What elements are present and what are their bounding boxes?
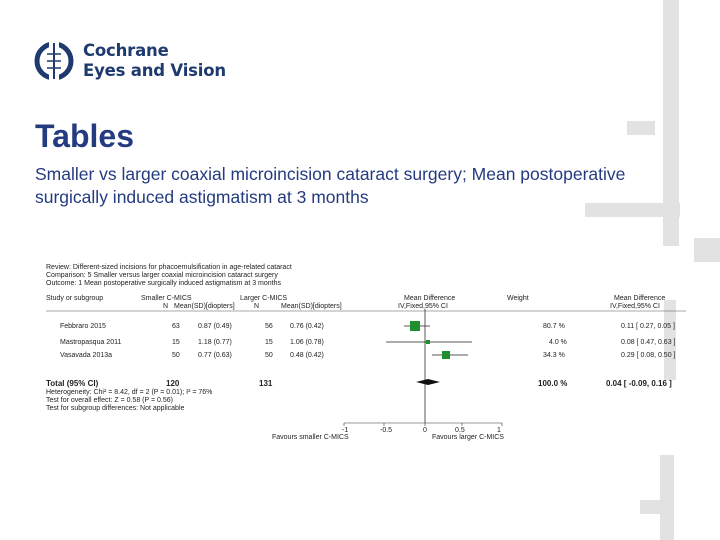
axis-tick: 0 xyxy=(423,427,427,434)
header-meansd-2: Mean(SD)[diopters] xyxy=(281,303,342,310)
study-name: Vasavada 2013a xyxy=(60,352,113,359)
axis-tick: -1 xyxy=(342,427,349,434)
header-smaller-group: Smaller C-MICS xyxy=(141,295,192,302)
study-n2: 50 xyxy=(265,352,273,359)
study-ci: 0.11 [ 0.27, 0.05 ] xyxy=(621,323,675,330)
study-ms2: 0.76 (0.42) xyxy=(290,323,324,330)
decor-bar-bottom xyxy=(660,455,674,540)
logo-name: Cochrane xyxy=(83,41,169,60)
forest-plot-graphic xyxy=(46,309,686,426)
header-md2: Mean Difference xyxy=(614,295,666,302)
study-n2: 56 xyxy=(265,323,273,330)
study-ms1: 0.87 (0.49) xyxy=(198,323,232,330)
total-ci: 0.04 [ -0.09, 0.16 ] xyxy=(606,379,672,388)
slide-title: Tables xyxy=(35,118,134,154)
axis-tick: 1 xyxy=(497,427,501,434)
study-weight: 34.3 % xyxy=(543,352,565,359)
forest-plot: Review: Different-sized incisions for ph… xyxy=(46,261,686,451)
study-n1: 63 xyxy=(172,323,180,330)
effect-square xyxy=(426,340,430,344)
logo-group-name: Eyes and Vision xyxy=(83,61,226,80)
study-ci: 0.08 [ 0.47, 0.63 ] xyxy=(621,339,676,346)
study-n2: 15 xyxy=(265,339,273,346)
decor-block-bottom xyxy=(640,500,660,514)
decor-bar-tall xyxy=(663,0,679,246)
study-name: Febbraro 2015 xyxy=(60,323,106,330)
study-weight: 80.7 % xyxy=(543,323,565,330)
decor-bar-horizontal xyxy=(585,203,680,217)
study-ci: 0.29 [ 0.08, 0.50 ] xyxy=(621,352,676,359)
total-label: Total (95% CI) xyxy=(46,379,99,388)
logo-text: Cochrane Eyes and Vision xyxy=(83,41,226,81)
favours-left-label: Favours smaller C-MICS xyxy=(272,434,349,441)
slide-subtitle: Smaller vs larger coaxial microincision … xyxy=(35,164,626,207)
header-larger-group: Larger C-MICS xyxy=(240,295,288,302)
decor-bar-right xyxy=(694,238,720,262)
total-n2: 131 xyxy=(259,379,273,388)
subgroup-diff-text: Test for subgroup differences: Not appli… xyxy=(46,405,185,412)
study-n1: 15 xyxy=(172,339,180,346)
outcome-line: Outcome: 1 Mean postoperative surgically… xyxy=(46,280,282,287)
axis-tick: -0.5 xyxy=(380,427,393,434)
header-n-1: N xyxy=(163,303,169,310)
header-md2-sub: IV,Fixed,95% CI xyxy=(610,303,660,310)
effect-square xyxy=(410,321,420,331)
header-md: Mean Difference xyxy=(404,295,456,302)
study-ms2: 1.06 (0.78) xyxy=(290,339,324,346)
decor-bar-lower xyxy=(664,300,676,380)
pooled-diamond xyxy=(416,379,440,385)
study-n1: 50 xyxy=(172,352,180,359)
decor-block-small xyxy=(627,121,655,135)
study-weight: 4.0 % xyxy=(549,339,567,346)
heterogeneity-text: Heterogeneity: Chi² = 8.42, df = 2 (P = … xyxy=(46,389,213,396)
favours-right-label: Favours larger C-MICS xyxy=(432,434,504,441)
header-meansd-1: Mean(SD)[diopters] xyxy=(174,303,235,310)
overall-effect-text: Test for overall effect: Z = 0.58 (P = 0… xyxy=(46,397,173,404)
effect-square xyxy=(442,351,450,359)
total-n1: 120 xyxy=(166,379,180,388)
total-weight: 100.0 % xyxy=(538,379,568,388)
study-ms1: 0.77 (0.63) xyxy=(198,352,232,359)
comparison-line: Comparison: 5 Smaller versus larger coax… xyxy=(46,272,278,279)
header-weight: Weight xyxy=(507,295,529,302)
study-ms2: 0.48 (0.42) xyxy=(290,352,324,359)
header-study: Study or subgroup xyxy=(46,295,104,302)
study-ms1: 1.18 (0.77) xyxy=(198,339,232,346)
header-n-2: N xyxy=(254,303,260,310)
header-md-sub: IV,Fixed,95% CI xyxy=(398,303,448,310)
cochrane-logo-icon xyxy=(34,41,74,81)
axis-tick: 0.5 xyxy=(455,427,465,434)
review-line: Review: Different-sized incisions for ph… xyxy=(46,264,292,271)
cochrane-logo[interactable] xyxy=(34,41,74,86)
study-name: Mastropasqua 2011 xyxy=(60,339,122,346)
